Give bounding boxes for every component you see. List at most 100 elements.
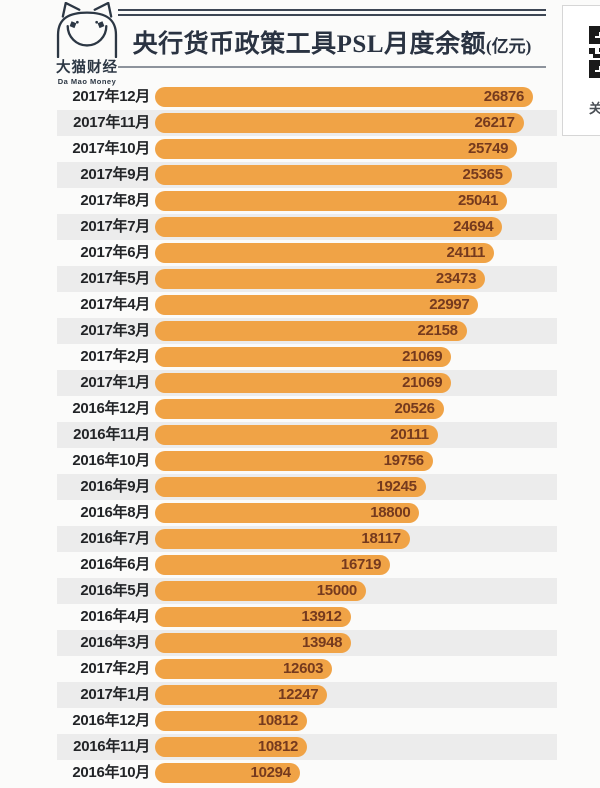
bar: 10294	[155, 763, 300, 783]
bar-category-label: 2017年2月	[80, 348, 150, 365]
bar-track: 25749	[155, 139, 533, 159]
table-row: 2017年4月 22997	[0, 292, 600, 318]
bar-category-label: 2017年9月	[80, 166, 150, 183]
bar-value-label: 23473	[435, 270, 477, 287]
table-row: 2016年4月 13912	[0, 604, 600, 630]
bar-track: 24111	[155, 243, 533, 263]
bar-category-label: 2017年10月	[72, 140, 150, 157]
table-row: 2017年12月 26876	[0, 84, 600, 110]
page-title: 央行货币政策工具PSL月度余额	[132, 31, 487, 58]
bar-value-label: 26876	[483, 88, 525, 105]
brand-logo: 大猫财经 Da Mao Money	[53, 2, 121, 86]
bar: 26876	[155, 87, 533, 107]
bar-track: 25041	[155, 191, 533, 211]
bar: 25365	[155, 165, 512, 185]
table-row: 2017年11月 26217	[0, 110, 600, 136]
bar: 25041	[155, 191, 508, 211]
logo-text-cn: 大猫财经	[56, 60, 118, 76]
bar-value-label: 12247	[278, 686, 319, 703]
bar-track: 26217	[155, 113, 533, 133]
bar-value-label: 10812	[257, 712, 299, 729]
bar-value-label: 15000	[316, 582, 358, 599]
bar-category-label: 2017年7月	[80, 218, 150, 235]
table-row: 2016年11月 10812	[0, 734, 600, 760]
bar: 12603	[155, 659, 333, 679]
bar-value-label: 26217	[474, 114, 516, 131]
bar-category-label: 2017年1月	[80, 686, 150, 703]
bar-chart: 2017年12月 26876 2017年11月 26217 2017年10月 25749 2…	[0, 84, 600, 786]
bar-value-label: 21069	[402, 374, 443, 391]
bar-value-label: 20526	[394, 400, 435, 417]
bar: 13912	[155, 607, 351, 627]
bar-track: 16719	[155, 555, 533, 575]
bar-track: 21069	[155, 347, 533, 367]
bar-category-label: 2016年10月	[72, 764, 150, 781]
bar-track: 10812	[155, 737, 533, 757]
bar-track: 23473	[155, 269, 533, 289]
table-row: 2017年5月 23473	[0, 266, 600, 292]
bar-track: 10812	[155, 711, 533, 731]
bar-value-label: 25041	[457, 192, 499, 209]
bar: 18117	[155, 529, 410, 549]
bar: 21069	[155, 373, 452, 393]
table-row: 2016年8月 18800	[0, 500, 600, 526]
table-row: 2016年7月 18117	[0, 526, 600, 552]
page-title-unit: (亿元)	[486, 37, 532, 56]
bar-value-label: 13912	[301, 608, 342, 625]
bar-category-label: 2017年1月	[80, 374, 150, 391]
bar-value-label: 21069	[402, 348, 443, 365]
bar-track: 26876	[155, 87, 533, 107]
bar-category-label: 2016年12月	[72, 400, 150, 417]
bar-track: 20526	[155, 399, 533, 419]
bar-value-label: 19245	[376, 478, 417, 495]
table-row: 2016年6月 16719	[0, 552, 600, 578]
bar: 24694	[155, 217, 503, 237]
bar-track: 19245	[155, 477, 533, 497]
bar-category-label: 2016年5月	[80, 582, 150, 599]
bar-category-label: 2017年11月	[73, 114, 150, 131]
bar-track: 12603	[155, 659, 533, 679]
table-row: 2016年3月 13948	[0, 630, 600, 656]
bar: 19756	[155, 451, 433, 471]
bar: 20111	[155, 425, 438, 445]
table-row: 2017年10月 25749	[0, 136, 600, 162]
bar: 21069	[155, 347, 452, 367]
double-rule	[118, 9, 546, 16]
bar-category-label: 2016年10月	[72, 452, 150, 469]
bar-value-label: 24694	[453, 218, 494, 235]
bar-track: 19756	[155, 451, 533, 471]
bar-value-label: 16719	[340, 556, 382, 573]
bar-track: 22158	[155, 321, 533, 341]
bar-category-label: 2016年9月	[80, 478, 150, 495]
bar-track: 24694	[155, 217, 533, 237]
bar-track: 12247	[155, 685, 533, 705]
bar-category-label: 2016年6月	[80, 556, 150, 573]
bar-category-label: 2016年3月	[80, 634, 150, 651]
bar: 19245	[155, 477, 426, 497]
bar: 25749	[155, 139, 518, 159]
bar-value-label: 24111	[446, 244, 486, 261]
bar-track: 10294	[155, 763, 533, 783]
bar: 15000	[155, 581, 366, 601]
table-row: 2016年12月 20526	[0, 396, 600, 422]
table-row: 2017年9月 25365	[0, 162, 600, 188]
bar-category-label: 2017年3月	[80, 322, 150, 339]
table-row: 2017年1月 12247	[0, 682, 600, 708]
bar-track: 20111	[155, 425, 533, 445]
table-row: 2017年1月 21069	[0, 370, 600, 396]
bar-track: 18117	[155, 529, 533, 549]
bar: 16719	[155, 555, 391, 575]
table-row: 2016年5月 15000	[0, 578, 600, 604]
bar-value-label: 25749	[467, 140, 509, 157]
bar-track: 25365	[155, 165, 533, 185]
bar-category-label: 2016年12月	[72, 712, 150, 729]
bar-track: 15000	[155, 581, 533, 601]
logo-text-en: Da Mao Money	[57, 77, 117, 86]
bar-category-label: 2016年7月	[80, 530, 150, 547]
bar: 24111	[155, 243, 495, 263]
table-row: 2017年7月 24694	[0, 214, 600, 240]
qr-code-icon	[589, 26, 600, 78]
bar-value-label: 10294	[250, 764, 292, 781]
bar: 18800	[155, 503, 420, 523]
bar: 12247	[155, 685, 328, 705]
